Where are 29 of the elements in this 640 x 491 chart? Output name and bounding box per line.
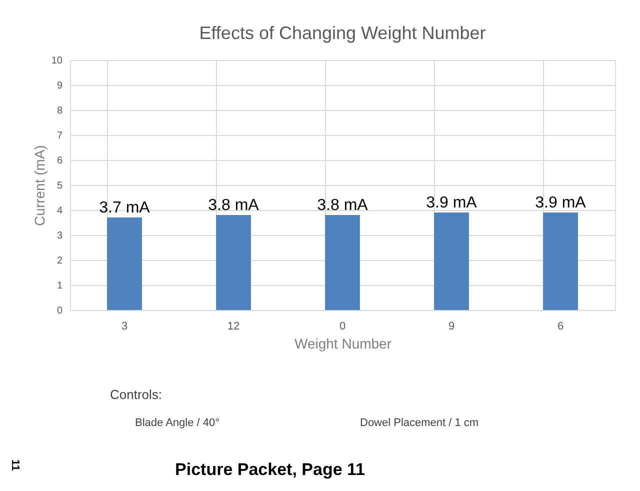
y-tick-label: 10	[51, 56, 63, 66]
x-tick-label: 9	[448, 320, 455, 332]
x-tick-label: 12	[227, 320, 240, 332]
chart-title: Effects of Changing Weight Number	[199, 23, 486, 43]
y-tick-label: 9	[56, 80, 63, 92]
y-tick-label: 4	[56, 206, 63, 216]
y-tick-label: 5	[56, 180, 63, 192]
y-tick-label: 1	[56, 280, 63, 292]
x-tick-label: 3	[121, 320, 128, 332]
text: Controls:	[110, 387, 162, 402]
data-label: 3.8 mA	[317, 197, 368, 214]
y-tick-label: 3	[56, 230, 63, 242]
text: 11	[9, 459, 21, 471]
data-label: 3.9 mA	[535, 194, 586, 212]
y-tick-label: 0	[56, 306, 63, 316]
y-axis-title: Current (mA)	[31, 145, 48, 226]
data-label: 3.8 mA	[208, 197, 260, 214]
x-axis-title: Weight Number	[294, 336, 392, 352]
text: Dowel Placement / 1 cm	[360, 417, 479, 429]
y-tick-label: 8	[56, 106, 63, 116]
text: Picture Packet, Page 11	[175, 460, 365, 479]
y-tick-label: 7	[56, 130, 63, 142]
data-label: 3.7 mA	[99, 200, 150, 216]
y-tick-label: 2	[56, 256, 63, 266]
text: Blade Angle / 40°	[135, 417, 220, 429]
y-tick-label: 6	[56, 156, 63, 166]
x-tick-label: 6	[557, 320, 564, 332]
x-tick-label: 0	[339, 320, 346, 332]
data-label: 3.9 mA	[426, 194, 478, 212]
